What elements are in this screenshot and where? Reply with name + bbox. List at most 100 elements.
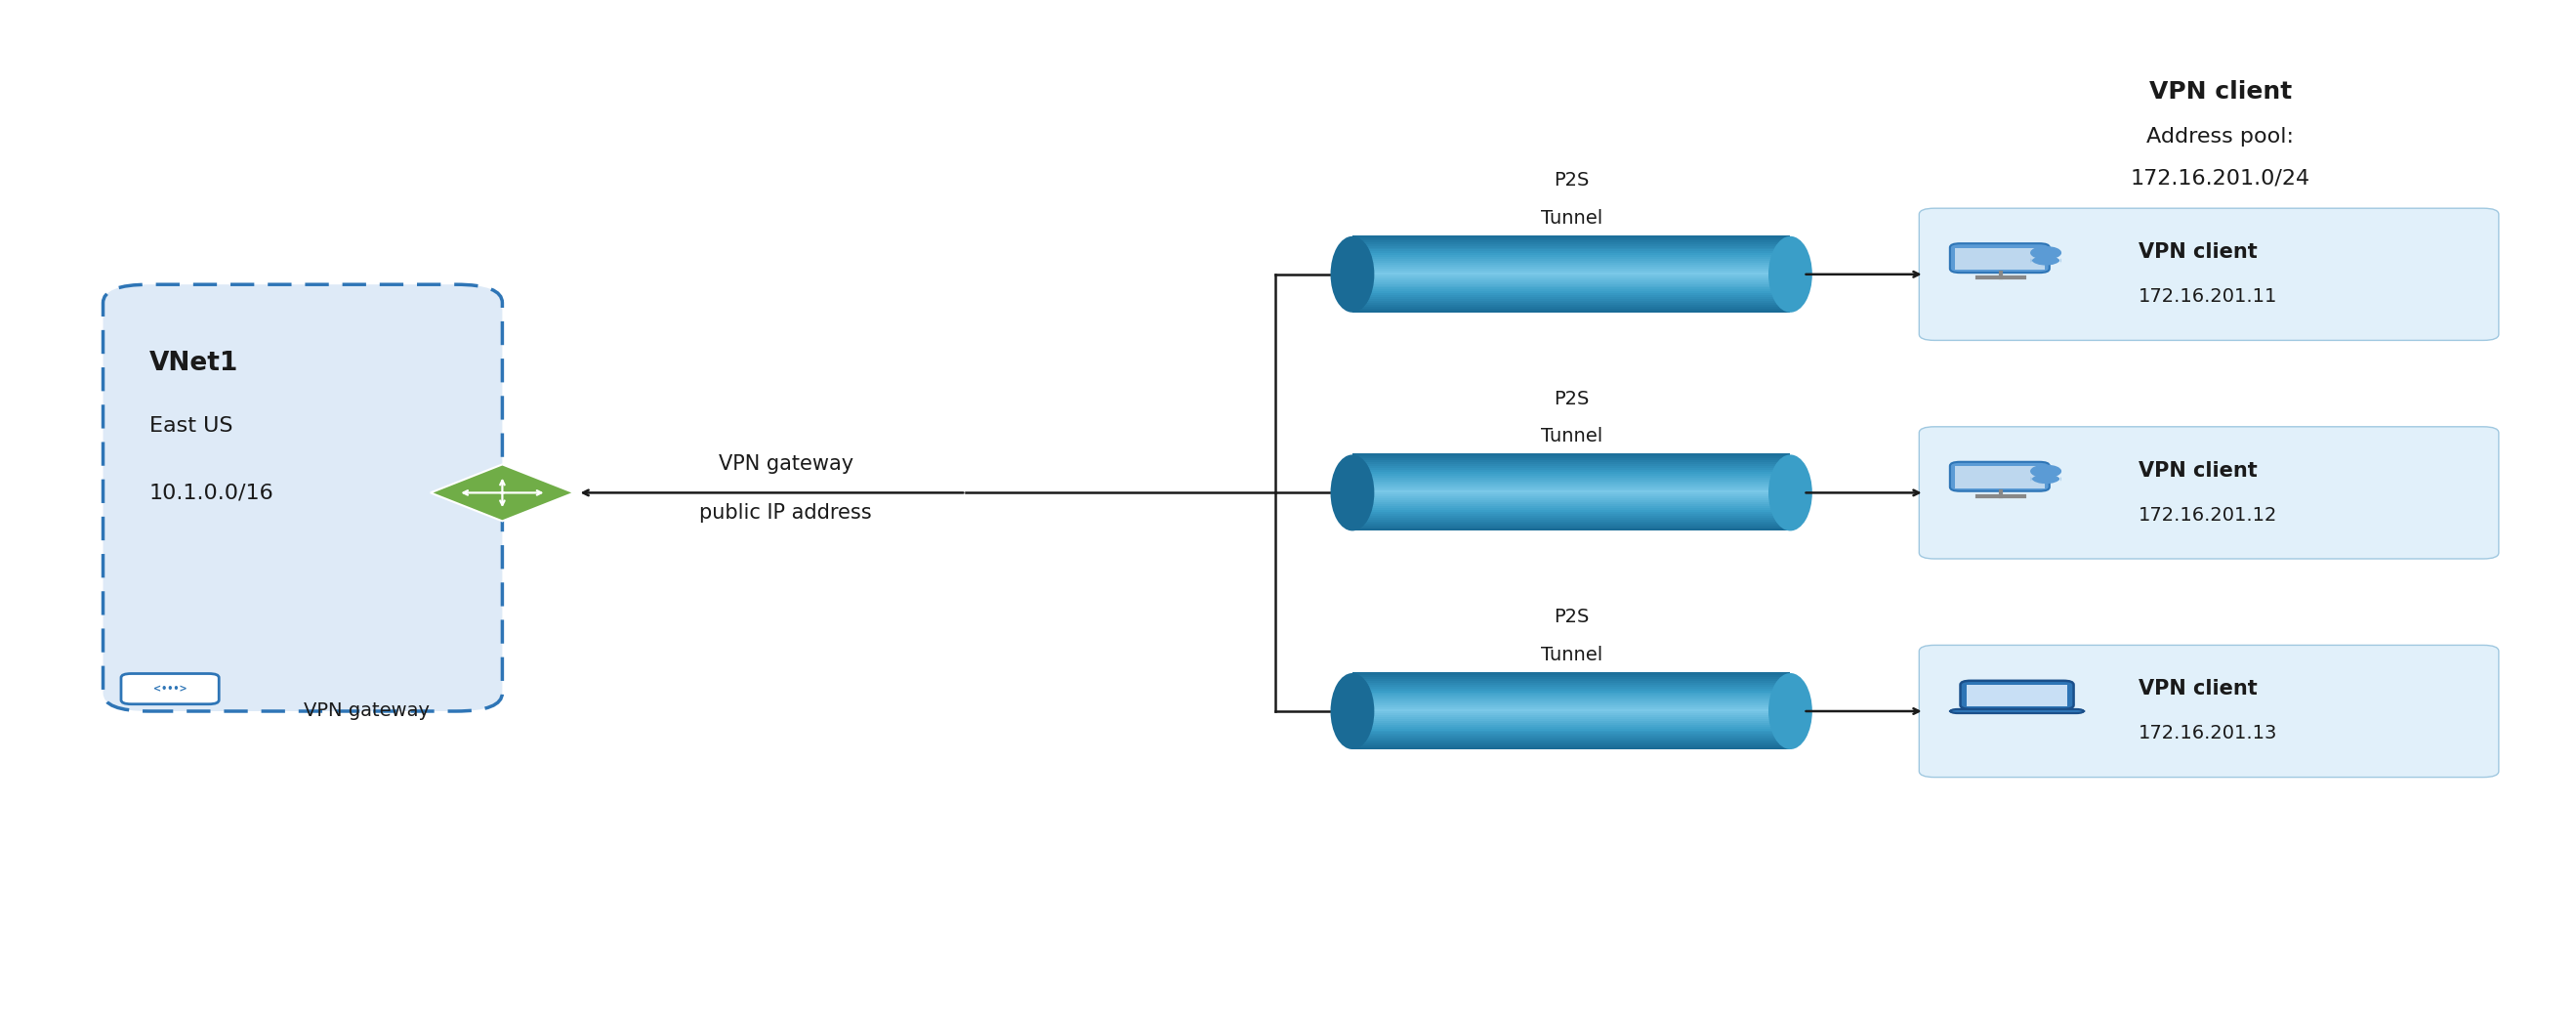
Bar xyxy=(1352,300,1790,303)
Bar xyxy=(1352,455,1790,458)
Bar xyxy=(1352,486,1790,489)
Bar xyxy=(1352,743,1790,746)
Bar xyxy=(1352,277,1790,280)
Bar xyxy=(1352,745,1790,748)
Bar xyxy=(1352,509,1790,512)
FancyBboxPatch shape xyxy=(2030,255,2061,266)
Bar xyxy=(1352,463,1790,466)
Bar xyxy=(1352,734,1790,736)
Bar xyxy=(1352,470,1790,473)
Bar xyxy=(1352,693,1790,696)
Bar xyxy=(1352,479,1790,482)
Bar xyxy=(1352,293,1790,296)
Bar xyxy=(1352,723,1790,726)
Bar xyxy=(1352,295,1790,298)
Bar xyxy=(1352,712,1790,715)
Bar xyxy=(1352,297,1790,299)
FancyBboxPatch shape xyxy=(1960,681,2074,709)
Bar xyxy=(1352,697,1790,700)
Bar xyxy=(1352,472,1790,475)
Bar xyxy=(1352,735,1790,738)
Bar xyxy=(1352,498,1790,501)
Bar xyxy=(1352,282,1790,285)
Bar xyxy=(1352,725,1790,728)
Ellipse shape xyxy=(1767,455,1811,531)
Bar xyxy=(1352,494,1790,497)
Bar xyxy=(1352,501,1790,504)
Bar xyxy=(1352,281,1790,283)
Bar xyxy=(1352,251,1790,253)
Bar xyxy=(1352,308,1790,311)
Text: East US: East US xyxy=(149,417,232,436)
Bar xyxy=(1352,252,1790,255)
Bar xyxy=(1352,518,1790,521)
Bar xyxy=(1352,461,1790,464)
Bar xyxy=(1352,680,1790,683)
Bar xyxy=(1352,284,1790,288)
Bar xyxy=(1352,695,1790,698)
Text: Tunnel: Tunnel xyxy=(1540,645,1602,664)
Bar xyxy=(1352,676,1790,679)
Bar xyxy=(1352,260,1790,263)
FancyBboxPatch shape xyxy=(103,284,502,711)
Bar xyxy=(1352,688,1790,690)
Bar xyxy=(1352,254,1790,257)
Bar xyxy=(1352,481,1790,484)
Bar xyxy=(1965,685,2069,706)
Bar xyxy=(1352,490,1790,493)
Bar xyxy=(1352,727,1790,731)
Bar xyxy=(1352,279,1790,282)
Bar xyxy=(1352,477,1790,480)
Bar xyxy=(1352,691,1790,694)
FancyBboxPatch shape xyxy=(121,674,219,704)
Text: VNet1: VNet1 xyxy=(149,351,240,376)
Polygon shape xyxy=(430,464,574,521)
Bar xyxy=(1352,500,1790,502)
Bar xyxy=(1352,701,1790,704)
Circle shape xyxy=(2030,247,2061,259)
Bar xyxy=(1352,488,1790,491)
Bar xyxy=(1352,717,1790,720)
Text: P2S: P2S xyxy=(1553,171,1589,190)
Text: 10.1.0.0/16: 10.1.0.0/16 xyxy=(149,483,273,502)
Bar xyxy=(1352,258,1790,261)
Bar xyxy=(1352,739,1790,742)
Text: public IP address: public IP address xyxy=(701,503,871,523)
Text: 172.16.201.12: 172.16.201.12 xyxy=(2138,506,2277,524)
FancyBboxPatch shape xyxy=(1950,709,2084,713)
Bar xyxy=(1352,719,1790,722)
Bar xyxy=(1352,505,1790,508)
Bar xyxy=(1352,714,1790,717)
Ellipse shape xyxy=(1767,674,1811,750)
FancyBboxPatch shape xyxy=(1919,645,2499,777)
Bar xyxy=(1352,708,1790,711)
Text: <•••>: <•••> xyxy=(152,684,188,694)
Bar xyxy=(1352,310,1790,313)
Bar xyxy=(1352,275,1790,278)
Text: P2S: P2S xyxy=(1553,608,1589,627)
Bar xyxy=(1352,264,1790,267)
Bar xyxy=(1352,673,1790,675)
Text: VPN client: VPN client xyxy=(2138,460,2257,481)
Bar xyxy=(1352,236,1790,238)
Text: VPN client: VPN client xyxy=(2138,242,2257,262)
Bar xyxy=(1352,289,1790,292)
Ellipse shape xyxy=(1329,237,1376,313)
Bar xyxy=(1352,686,1790,689)
Bar xyxy=(1352,732,1790,734)
Ellipse shape xyxy=(1329,674,1376,750)
Bar xyxy=(1352,237,1790,240)
Bar xyxy=(1352,247,1790,250)
Bar xyxy=(1352,706,1790,709)
Bar xyxy=(1352,721,1790,724)
Bar xyxy=(1352,306,1790,309)
Bar xyxy=(1352,454,1790,456)
Bar xyxy=(1352,704,1790,707)
Ellipse shape xyxy=(1767,237,1811,313)
FancyBboxPatch shape xyxy=(1950,244,2050,272)
Bar xyxy=(1352,511,1790,514)
Bar xyxy=(1352,741,1790,744)
Text: P2S: P2S xyxy=(1553,389,1589,408)
Bar xyxy=(1352,302,1790,305)
Bar xyxy=(1352,716,1790,719)
